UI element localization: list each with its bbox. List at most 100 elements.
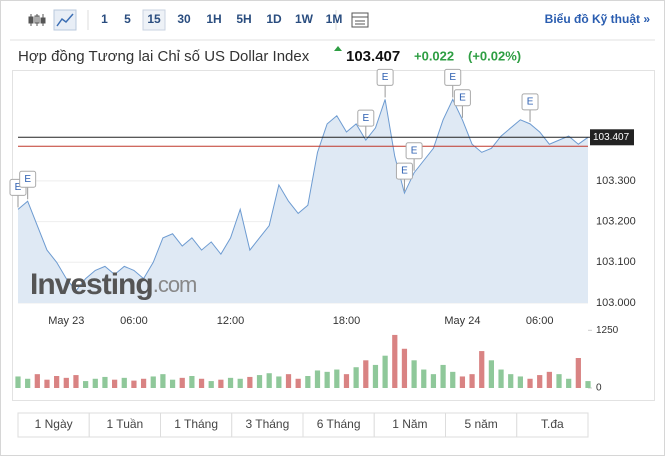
table-icon[interactable]: [351, 12, 369, 28]
y-tick-label: 103.000: [596, 297, 636, 309]
range-button[interactable]: [231, 412, 304, 438]
y-tick-label: 103.100: [596, 256, 636, 268]
interval-button[interactable]: 1: [101, 12, 108, 26]
interval-button[interactable]: 1H: [206, 12, 221, 26]
x-tick-label: 12:00: [217, 315, 245, 327]
volume-bar: [430, 374, 437, 388]
event-marker[interactable]: [19, 170, 37, 188]
area-icon: [56, 13, 74, 27]
volume-bar: [276, 376, 282, 388]
event-label: E: [527, 96, 534, 107]
volume-bar: [25, 378, 31, 388]
area-fill: [18, 99, 588, 303]
event-label: E: [459, 92, 466, 103]
event-marker[interactable]: [376, 68, 394, 86]
volume-bar: [479, 351, 485, 388]
volume-bar: [575, 358, 581, 388]
last-price-box: [590, 129, 634, 146]
volume-bar: [363, 360, 369, 388]
event-label: E: [401, 166, 408, 177]
range-button[interactable]: [302, 412, 375, 438]
range-label: 1 Năm: [392, 417, 427, 431]
volume-bar: [266, 373, 272, 388]
event-label: E: [362, 113, 369, 124]
volume-bar: [517, 376, 523, 388]
range-button[interactable]: [160, 412, 233, 438]
range-button[interactable]: [88, 412, 161, 438]
event-label: E: [382, 72, 389, 83]
x-tick-label: May 23: [48, 315, 84, 327]
volume-bar: [343, 374, 350, 388]
event-label: E: [449, 72, 456, 83]
interval-button[interactable]: 1W: [295, 12, 314, 26]
range-button[interactable]: [445, 412, 518, 438]
volume-bar: [305, 376, 311, 388]
event-marker[interactable]: [405, 142, 423, 160]
volume-bar: [314, 370, 321, 388]
event-marker[interactable]: [444, 68, 462, 86]
up-arrow: [334, 46, 342, 51]
instrument-title: Hợp đồng Tương lai Chỉ số US Dollar Inde…: [18, 48, 310, 65]
range-button[interactable]: [17, 412, 90, 438]
volume-bar: [111, 379, 118, 388]
event-label: E: [24, 174, 31, 185]
event-marker[interactable]: [395, 162, 413, 180]
watermark: Investing.com: [30, 268, 196, 301]
chart-frame: [12, 70, 655, 401]
volume-bar: [54, 376, 60, 388]
volume-bar: [556, 374, 562, 388]
volume-bar: [334, 369, 340, 388]
volume-bar: [256, 375, 263, 388]
volume-bar: [189, 376, 195, 388]
volume-bar: [566, 378, 572, 388]
event-marker[interactable]: [521, 93, 539, 111]
volume-bar: [353, 367, 359, 388]
range-button[interactable]: [516, 412, 589, 438]
volume-bar: [121, 377, 127, 388]
volume-bar: [450, 371, 456, 388]
event-marker[interactable]: [357, 109, 375, 127]
interval-button[interactable]: 1D: [266, 12, 282, 26]
range-label: 1 Ngày: [35, 417, 73, 431]
interval-button[interactable]: 30: [177, 12, 191, 26]
interval-button[interactable]: 1M: [326, 12, 343, 26]
volume-bar: [585, 381, 591, 388]
last-price-label: 103.407: [593, 132, 630, 143]
volume-bar: [411, 360, 417, 388]
volume-bar: [372, 364, 379, 388]
volume-bar: [198, 378, 205, 388]
interval-button[interactable]: 5: [124, 12, 131, 26]
volume-bar: [498, 369, 504, 388]
volume-bar: [73, 375, 79, 388]
volume-bar: [508, 374, 514, 388]
y-tick-label: 103.200: [596, 215, 636, 227]
change: +0.022: [414, 48, 454, 63]
volume-bar: [44, 379, 50, 388]
volume-bar: [179, 377, 185, 388]
volume-bar: [34, 374, 40, 388]
volume-bar: [150, 376, 156, 388]
change-percent: (+0.02%): [468, 48, 521, 63]
range-label: 1 Tháng: [174, 417, 218, 431]
range-label: 6 Tháng: [317, 417, 361, 431]
volume-bar: [169, 379, 176, 388]
candle-icon[interactable]: [28, 14, 46, 26]
volume-tick-label: 1250: [596, 325, 619, 336]
volume-bar: [401, 348, 408, 388]
x-tick-label: 06:00: [120, 315, 148, 327]
volume-bar: [392, 334, 398, 388]
interval-button[interactable]: 5H: [236, 12, 251, 26]
volume-bar: [227, 377, 234, 388]
range-label: 3 Tháng: [245, 417, 289, 431]
technical-chart-link[interactable]: Biểu đồ Kỹ thuật »: [545, 12, 651, 26]
volume-bar: [92, 378, 98, 388]
x-tick-label: 18:00: [333, 315, 361, 327]
volume-bar: [83, 381, 89, 388]
volume-bar: [160, 374, 166, 388]
event-label: E: [15, 182, 22, 193]
interval-button[interactable]: 15: [147, 12, 161, 26]
area-icon-button[interactable]: [53, 9, 77, 31]
event-marker[interactable]: [453, 89, 471, 107]
x-tick-label: May 24: [444, 315, 480, 327]
